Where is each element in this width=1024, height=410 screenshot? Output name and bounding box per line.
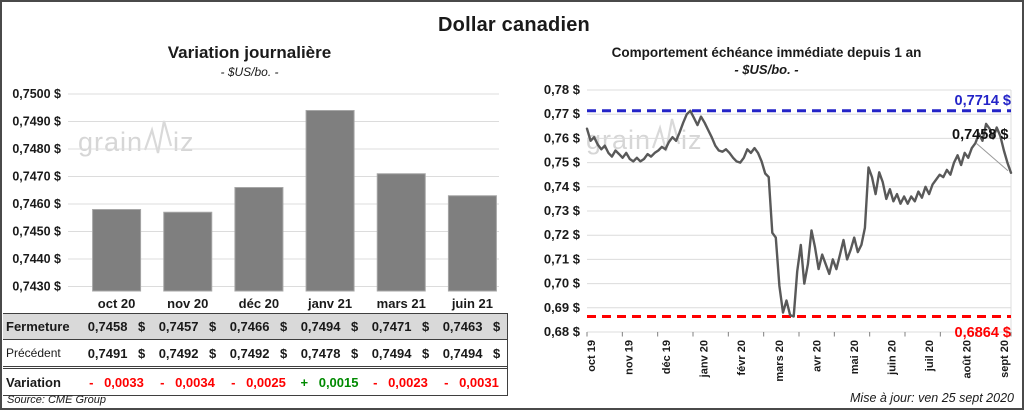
watermark-zigzag-icon — [144, 120, 173, 154]
svg-text:avr 20: avr 20 — [811, 340, 823, 372]
table-row-fermeture: Fermeture 0,7458 $ 0,7457 $ 0,7466 $ 0,7… — [3, 313, 507, 340]
update-note: Mise à jour: ven 25 sept 2020 — [850, 391, 1014, 405]
svg-text:0,7430 $: 0,7430 $ — [12, 280, 61, 294]
table-cell: 0,7457 $ — [158, 319, 217, 334]
svg-text:mars 20: mars 20 — [774, 340, 786, 382]
watermark-text-left: grain — [78, 127, 144, 157]
variation-cell: + 0,0015 — [300, 374, 359, 390]
variation-cell: - 0,0023 — [373, 374, 428, 390]
svg-text:0,72 $: 0,72 $ — [544, 227, 581, 242]
table-header-row: oct 20 nov 20 déc 20 janv 21 mars 21 jui… — [3, 292, 508, 313]
svg-text:0,7460 $: 0,7460 $ — [12, 197, 61, 211]
table-cell: 0,7492 $ — [229, 345, 288, 361]
svg-text:févr 20: févr 20 — [736, 340, 748, 375]
svg-text:0,7490 $: 0,7490 $ — [12, 115, 61, 129]
svg-text:0,7458 $: 0,7458 $ — [952, 127, 1008, 143]
table-header-cell: mars 21 — [376, 296, 426, 311]
watermark-zigzag-icon — [652, 118, 681, 152]
page-title: Dollar canadien — [438, 14, 590, 36]
svg-text:0,70 $: 0,70 $ — [544, 276, 581, 291]
svg-text:sept 20: sept 20 — [999, 340, 1011, 378]
svg-text:0,75 $: 0,75 $ — [544, 155, 581, 170]
watermark-text-right: iz — [681, 125, 703, 155]
table-cell: 0,7494 $ — [300, 319, 359, 334]
svg-text:0,7500 $: 0,7500 $ — [12, 87, 61, 101]
variation-cell: - 0,0025 — [231, 374, 286, 390]
table-row-variation: Variation - 0,0033 - 0,0034 - 0,0025 + 0… — [3, 369, 507, 396]
table-cell: 0,7494 $ — [371, 345, 430, 361]
daily-variation-bar-chart: 0,7500 $ 0,7490 $ 0,7480 $ 0,7470 $ 0,7460 $… — [12, 87, 499, 294]
svg-text:0,77 $: 0,77 $ — [544, 106, 581, 121]
svg-text:0,73 $: 0,73 $ — [544, 203, 581, 218]
row-label: Variation — [6, 374, 61, 390]
svg-text:0,7480 $: 0,7480 $ — [12, 142, 61, 156]
table-header-cell: nov 20 — [167, 296, 209, 311]
svg-text:0,76 $: 0,76 $ — [544, 130, 581, 145]
svg-text:0,74 $: 0,74 $ — [544, 179, 581, 194]
svg-text:juin 20: juin 20 — [886, 340, 898, 376]
table-cell: 0,7471 $ — [371, 319, 430, 334]
svg-text:janv 20: janv 20 — [699, 340, 711, 378]
svg-text:0,6864 $: 0,6864 $ — [955, 325, 1011, 341]
table-cell: 0,7458 $ — [87, 319, 146, 334]
table-header-cell: déc 20 — [238, 296, 280, 311]
svg-text:nov 19: nov 19 — [624, 340, 636, 375]
grainwiz-watermark: grain iz — [586, 116, 703, 154]
svg-text:déc 19: déc 19 — [661, 340, 673, 374]
table-header-cell: oct 20 — [97, 296, 136, 311]
contracts-table: oct 20 nov 20 déc 20 janv 21 mars 21 jui… — [3, 292, 508, 396]
svg-text:0,7470 $: 0,7470 $ — [12, 170, 61, 184]
svg-text:août 20: août 20 — [962, 340, 974, 379]
variation-cell: - 0,0031 — [444, 374, 499, 390]
table-header-cell: janv 21 — [308, 296, 353, 311]
row-label: Fermeture — [6, 319, 70, 334]
svg-text:0,7440 $: 0,7440 $ — [12, 252, 61, 266]
svg-text:mai 20: mai 20 — [849, 340, 861, 374]
svg-text:0,78 $: 0,78 $ — [544, 82, 581, 97]
table-cell: 0,7478 $ — [300, 345, 359, 361]
bar-chart-title: Variation journalière — [167, 43, 332, 62]
table-cell: 0,7492 $ — [158, 345, 217, 361]
row-label: Précédent — [6, 346, 61, 360]
source-note: Source: CME Group — [7, 394, 107, 406]
bar-chart-subtitle: - $US/bo. - — [220, 65, 279, 79]
svg-text:0,68 $: 0,68 $ — [544, 324, 581, 339]
line-chart-subtitle: - $US/bo. - — [734, 62, 799, 77]
table-header-cell: juin 21 — [451, 296, 493, 311]
table-cell: 0,7466 $ — [229, 319, 288, 334]
svg-text:0,7714 $: 0,7714 $ — [955, 93, 1011, 109]
table-cell: 0,7491 $ — [87, 345, 146, 361]
svg-text:juil 20: juil 20 — [924, 340, 936, 372]
svg-text:0,71 $: 0,71 $ — [544, 251, 581, 266]
table-header-cell — [3, 292, 81, 313]
table-body: Fermeture 0,7458 $ 0,7457 $ 0,7466 $ 0,7… — [3, 313, 508, 396]
line-chart-title: Comportement échéance immédiate depuis 1… — [611, 45, 922, 60]
table-cell: 0,7463 $ — [442, 319, 501, 334]
variation-cell: - 0,0033 — [89, 374, 144, 390]
table-cell: 0,7494 $ — [442, 345, 501, 361]
svg-text:0,69 $: 0,69 $ — [544, 300, 581, 315]
variation-cell: - 0,0034 — [160, 374, 215, 390]
one-year-line-chart: 0,78 $ 0,77 $ 0,76 $ 0,75 $ 0,74 $ 0,73 $ 0,72… — [544, 82, 1013, 382]
table-row-precedent: Précédent 0,7491 $ 0,7492 $ 0,7492 $ 0,7… — [3, 340, 507, 369]
svg-text:0,7450 $: 0,7450 $ — [12, 225, 61, 239]
svg-text:oct 19: oct 19 — [586, 340, 598, 372]
